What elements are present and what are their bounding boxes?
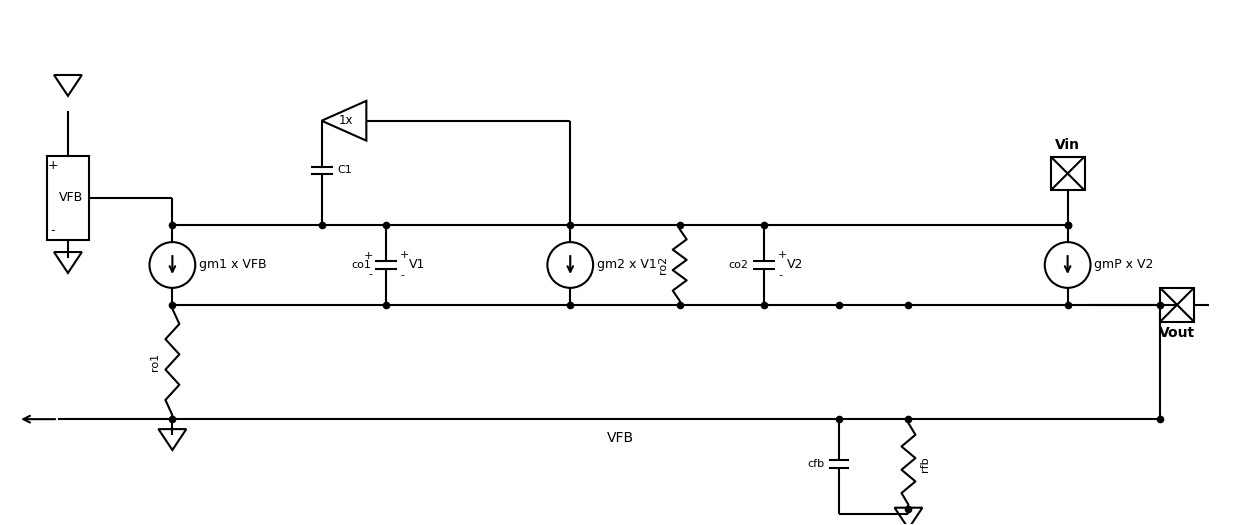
Text: gm1 x VFB: gm1 x VFB (200, 258, 267, 271)
Text: co2: co2 (729, 260, 749, 270)
Text: -: - (779, 270, 782, 280)
Text: gm2 x V1: gm2 x V1 (598, 258, 657, 271)
Text: VFB: VFB (58, 191, 83, 204)
Text: +: + (363, 251, 373, 261)
Text: ro2: ro2 (657, 256, 668, 274)
Text: -: - (51, 224, 56, 237)
Text: Vin: Vin (1055, 138, 1080, 152)
Text: rfb: rfb (920, 456, 930, 472)
Text: +: + (779, 250, 787, 260)
Text: Vout: Vout (1159, 326, 1195, 340)
Text: V1: V1 (409, 258, 425, 271)
Text: 1x: 1x (339, 114, 353, 127)
Bar (1050, 156, 1085, 191)
Bar (47, 155, 89, 240)
Text: +: + (47, 159, 58, 172)
Text: V2: V2 (787, 258, 804, 271)
Text: gmP x V2: gmP x V2 (1095, 258, 1154, 271)
Text: ro1: ro1 (150, 353, 160, 371)
Text: -: - (368, 269, 373, 279)
Text: cfb: cfb (807, 459, 825, 469)
Text: co1: co1 (351, 260, 371, 270)
Text: -: - (401, 270, 404, 280)
Text: +: + (401, 250, 409, 260)
Bar (1161, 288, 1194, 322)
Text: VFB: VFB (606, 431, 634, 445)
Text: C1: C1 (337, 165, 352, 175)
